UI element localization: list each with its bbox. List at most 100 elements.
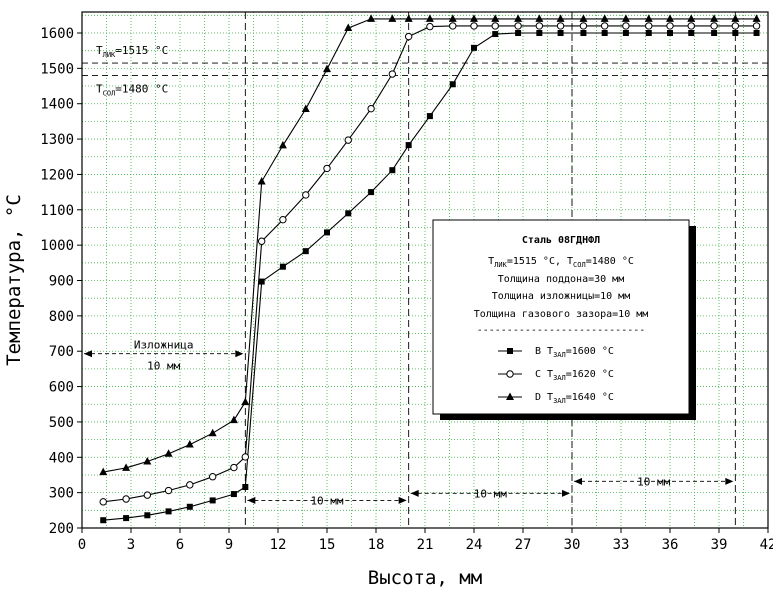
data-point-C xyxy=(687,22,695,30)
data-series xyxy=(99,14,761,524)
data-point-D xyxy=(600,14,609,22)
data-point-C xyxy=(579,22,588,30)
legend-marker-B xyxy=(507,348,513,354)
series-C xyxy=(99,22,761,506)
y-tick-label: 1500 xyxy=(40,61,74,77)
series-line-B xyxy=(103,32,757,521)
y-tick-label: 700 xyxy=(49,344,74,360)
data-point-C xyxy=(230,463,238,472)
x-tick-label: 6 xyxy=(176,537,184,553)
x-tick-label: 18 xyxy=(368,537,385,553)
data-point-C xyxy=(99,498,107,506)
x-tick-label: 21 xyxy=(417,537,434,553)
series-B xyxy=(100,30,760,524)
y-tick-label: 1200 xyxy=(40,167,74,183)
legend-liquidus-solidus: TЛИК=1515 °C, TСОЛ=1480 °C xyxy=(488,256,634,269)
data-point-D xyxy=(185,440,194,448)
arrow-head xyxy=(574,477,582,485)
y-tick-label: 200 xyxy=(49,521,74,537)
data-point-D xyxy=(491,14,500,22)
data-point-D xyxy=(556,14,565,22)
legend-info-1: Толщина поддона=30 мм xyxy=(498,274,624,285)
y-tick-label: 1600 xyxy=(40,26,74,42)
data-point-D xyxy=(257,177,266,185)
data-point-C xyxy=(514,22,522,30)
arrow-head xyxy=(84,350,92,358)
data-point-B xyxy=(123,515,130,522)
x-tick-label: 42 xyxy=(760,537,773,553)
data-point-B xyxy=(389,167,396,174)
data-point-B xyxy=(230,491,237,498)
annotation-label: 10 мм xyxy=(474,487,507,500)
annotation-label: Изложница xyxy=(134,339,194,352)
data-point-D xyxy=(621,14,630,22)
data-point-C xyxy=(164,486,173,495)
data-point-B xyxy=(732,30,739,36)
axis-ticks: 0 3 6 9 12 15 18 21 24 27 30 33 36 39 4220030040050060… xyxy=(40,26,773,553)
data-point-C xyxy=(491,22,499,30)
data-point-B xyxy=(557,30,564,36)
y-tick-label: 1000 xyxy=(40,238,74,254)
data-point-B xyxy=(368,189,375,196)
data-point-B xyxy=(186,503,193,510)
legend-marker-D xyxy=(506,392,514,400)
data-point-B xyxy=(405,142,412,149)
reference-label: TСОЛ=1480 °C xyxy=(96,82,168,97)
data-point-C xyxy=(645,22,653,30)
x-tick-label: 33 xyxy=(613,537,630,553)
data-point-D xyxy=(208,428,217,437)
arrow-head xyxy=(725,477,734,485)
arrow-head xyxy=(562,489,570,497)
y-tick-label: 900 xyxy=(49,274,74,290)
series-D xyxy=(99,14,761,476)
data-point-D xyxy=(710,14,719,22)
data-point-C xyxy=(752,22,761,30)
data-point-B xyxy=(165,508,172,515)
data-point-C xyxy=(388,70,397,78)
y-tick-label: 500 xyxy=(49,415,74,431)
data-point-C xyxy=(710,22,718,30)
arrow-head xyxy=(410,489,419,497)
data-point-D xyxy=(388,14,397,22)
data-point-C xyxy=(600,22,609,30)
y-tick-label: 1100 xyxy=(40,203,74,219)
legend-info-3: Толщина газового зазора=10 мм xyxy=(474,309,649,320)
x-tick-label: 12 xyxy=(270,537,287,553)
data-point-D xyxy=(344,23,353,32)
data-point-D xyxy=(301,104,310,113)
data-point-C xyxy=(143,491,152,499)
data-point-D xyxy=(122,463,131,471)
y-tick-label: 600 xyxy=(49,380,74,396)
data-point-B xyxy=(667,30,673,36)
data-point-C xyxy=(279,215,287,224)
data-point-D xyxy=(425,14,434,22)
legend-sub-sol: СОЛ xyxy=(573,261,586,269)
reference-label: TЛИК=1515 °C xyxy=(96,44,168,59)
data-point-D xyxy=(514,14,523,22)
x-tick-label: 3 xyxy=(127,537,135,553)
y-tick-label: 1300 xyxy=(40,132,74,148)
legend-label-D: D TЗАЛ=1640 °C xyxy=(535,392,614,405)
x-tick-label: 36 xyxy=(662,537,679,553)
arrow-head xyxy=(247,496,256,504)
legend-sub-lik: ЛИК xyxy=(494,261,507,269)
data-point-D xyxy=(323,64,331,73)
data-point-D xyxy=(448,14,457,22)
data-point-B xyxy=(601,30,608,36)
data-point-C xyxy=(404,32,413,41)
data-point-D xyxy=(99,467,108,476)
legend-end: =1480 °C xyxy=(586,256,634,267)
legend-box: Сталь 08ГДНФЛ TЛИК=1515 °C, TСОЛ=1480 °C… xyxy=(432,219,696,420)
legend-t-lik: T xyxy=(488,256,494,267)
data-point-B xyxy=(209,497,216,504)
data-point-C xyxy=(449,22,457,30)
data-point-D xyxy=(278,140,287,149)
x-tick-label: 24 xyxy=(466,537,483,553)
data-point-D xyxy=(404,14,413,22)
data-point-C xyxy=(323,164,331,173)
data-point-D xyxy=(666,14,674,22)
data-point-C xyxy=(426,22,434,31)
data-point-D xyxy=(687,14,696,22)
data-point-B xyxy=(242,483,249,490)
